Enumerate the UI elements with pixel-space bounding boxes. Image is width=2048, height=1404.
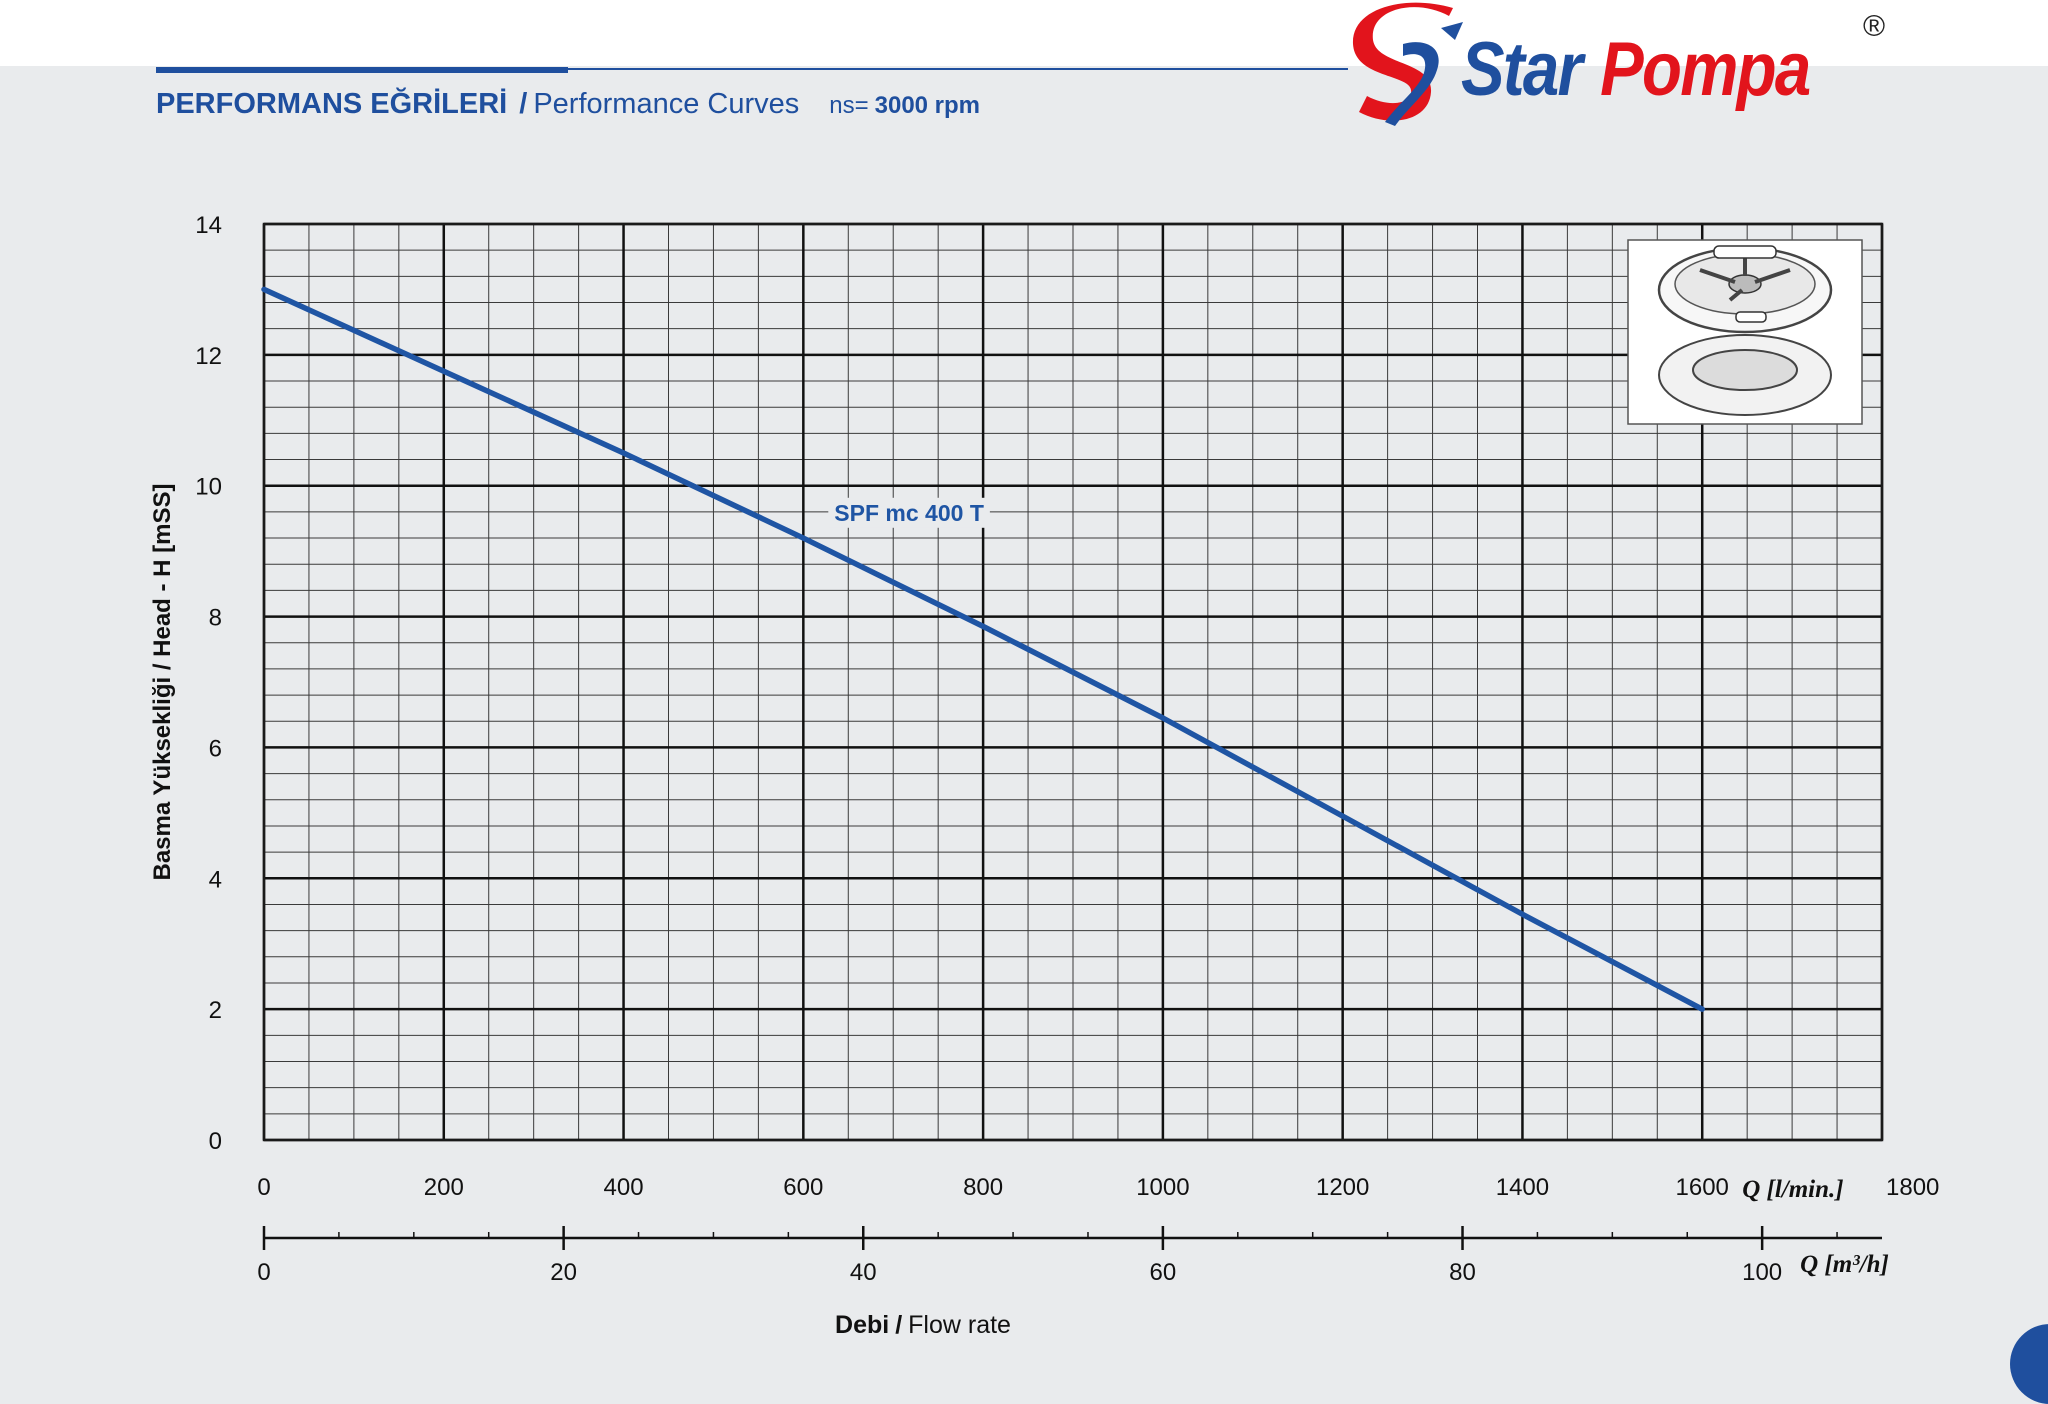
speed-value: 3000 rpm xyxy=(874,92,981,119)
y-tick-label: 6 xyxy=(209,735,222,762)
y-axis-label: Basma Yüksekliği / Head - H [mSS] xyxy=(149,483,176,880)
x-tick-label: 1600 xyxy=(1676,1174,1729,1201)
x-tick-label: 1400 xyxy=(1496,1174,1549,1201)
title-en: Performance Curves xyxy=(533,88,800,120)
x-tick-label: 1200 xyxy=(1316,1174,1369,1201)
registered-mark: ® xyxy=(1863,10,1886,43)
y-tick-label: 8 xyxy=(209,605,222,632)
y-tick-labels: 0 2 4 6 8 10 12 14 xyxy=(195,212,222,1155)
speed-label: ns= xyxy=(829,92,869,119)
x-label-rest: Flow rate xyxy=(908,1311,1011,1339)
x-tick-label: 800 xyxy=(963,1174,1003,1201)
x2-tick-label: 100 xyxy=(1742,1259,1782,1286)
y-tick-label: 2 xyxy=(209,997,222,1024)
pump-impeller-icon xyxy=(1627,239,1863,425)
brand-mark-icon xyxy=(1352,2,1463,126)
y-tick-label: 10 xyxy=(195,474,222,501)
x-unit-m3h: Q [m³/h] xyxy=(1800,1251,1889,1278)
brand-logo: Star Pompa ® xyxy=(1345,0,1905,140)
x-label-separator: / xyxy=(895,1311,902,1339)
x-tick-label: 0 xyxy=(257,1174,270,1201)
brand-wordmark: Star Pompa xyxy=(1461,20,1811,120)
brand-word-star: Star xyxy=(1461,27,1583,112)
x-tick-label: 1000 xyxy=(1136,1174,1189,1201)
x-tick-label: 1800 xyxy=(1886,1174,1939,1201)
x2-tick-label: 40 xyxy=(850,1259,877,1286)
x-tick-label: 600 xyxy=(783,1174,823,1201)
x-axis-label: Debi / Flow rate xyxy=(835,1311,1011,1339)
page-title: PERFORMANS EĞRİLERİ / Performance Curves ns… xyxy=(156,86,980,124)
brand-word-pompa: Pompa xyxy=(1600,27,1811,112)
x2-tick-label: 60 xyxy=(1150,1259,1177,1286)
header-rule-thin xyxy=(568,68,1348,70)
x-tick-labels: 0 200 400 600 800 1000 1200 1400 1600 1800 xyxy=(257,1174,1939,1201)
x-tick-label: 400 xyxy=(604,1174,644,1201)
title-separator: / xyxy=(519,88,528,120)
series-label-background xyxy=(828,497,990,528)
x2-tick-label: 0 xyxy=(257,1259,270,1286)
top-band xyxy=(0,0,2048,66)
plot-frame xyxy=(262,222,1884,1142)
x-unit-lmin: Q [l/min.] xyxy=(1742,1176,1843,1203)
x2-tick-label: 20 xyxy=(550,1259,577,1286)
x-tick-label: 200 xyxy=(424,1174,464,1201)
y-tick-label: 4 xyxy=(209,866,222,893)
y-tick-label: 0 xyxy=(209,1128,222,1155)
header-rule xyxy=(156,67,568,73)
x2-tick-label: 80 xyxy=(1449,1259,1476,1286)
series-label: SPF mc 400 T xyxy=(834,500,984,526)
title-tr: PERFORMANS EĞRİLERİ xyxy=(156,88,508,120)
series-line-spf-mc-400-t xyxy=(261,286,1705,1012)
y-tick-label: 14 xyxy=(195,212,222,239)
y-tick-label: 12 xyxy=(195,343,222,370)
secondary-x-axis: 0 20 40 60 80 100 xyxy=(257,1226,1882,1286)
x-label-bold: Debi xyxy=(835,1311,889,1339)
